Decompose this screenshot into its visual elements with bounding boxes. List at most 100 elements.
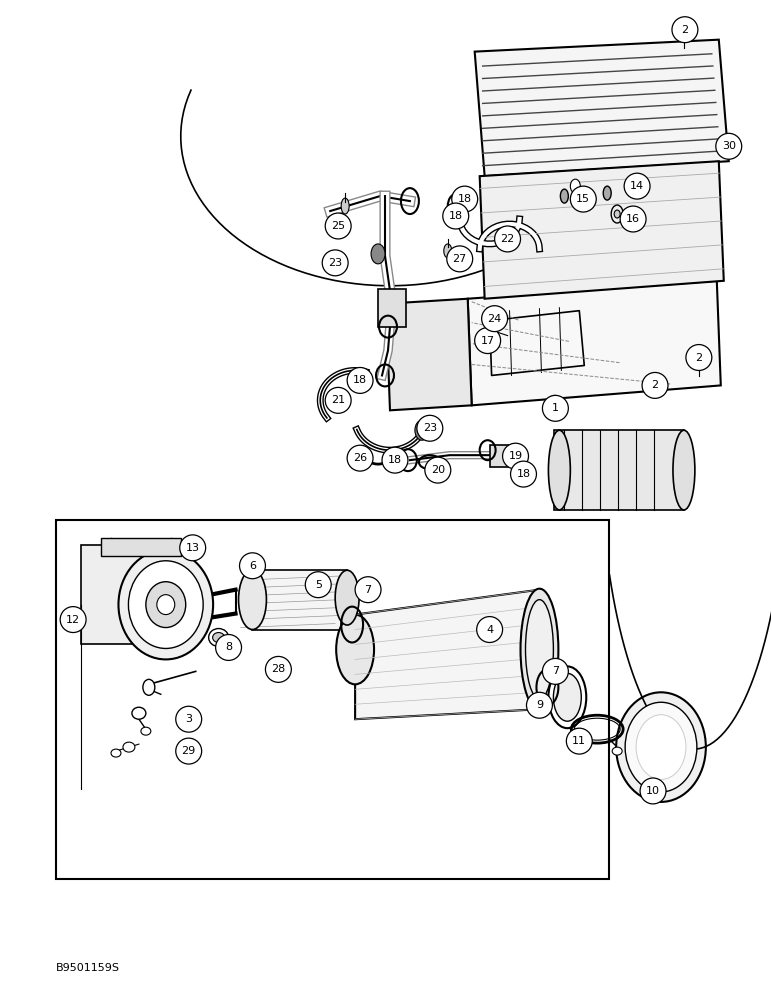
Ellipse shape (548, 430, 571, 510)
Bar (101, 538, 181, 556)
Text: 3: 3 (185, 714, 192, 724)
Circle shape (239, 553, 266, 579)
Text: 18: 18 (449, 211, 462, 221)
Text: 18: 18 (458, 194, 472, 204)
Text: 13: 13 (186, 543, 200, 553)
Circle shape (60, 607, 86, 633)
Circle shape (686, 345, 712, 370)
Circle shape (322, 250, 348, 276)
Circle shape (475, 328, 500, 354)
Polygon shape (475, 40, 729, 176)
Circle shape (447, 246, 472, 272)
Text: 10: 10 (646, 786, 660, 796)
Ellipse shape (143, 679, 155, 695)
Text: 26: 26 (353, 453, 367, 463)
Ellipse shape (208, 629, 229, 646)
Ellipse shape (554, 673, 581, 721)
Circle shape (620, 206, 646, 232)
Circle shape (266, 656, 291, 682)
Text: 24: 24 (487, 314, 502, 324)
Circle shape (716, 133, 742, 159)
Ellipse shape (636, 715, 686, 779)
Ellipse shape (239, 570, 266, 630)
Text: 18: 18 (388, 455, 402, 465)
Circle shape (180, 535, 205, 561)
Text: 25: 25 (331, 221, 345, 231)
Circle shape (482, 306, 507, 332)
Text: 8: 8 (225, 642, 232, 652)
Ellipse shape (141, 727, 151, 735)
Circle shape (543, 395, 568, 421)
Text: 5: 5 (315, 580, 322, 590)
Text: 9: 9 (536, 700, 543, 710)
Circle shape (624, 173, 650, 199)
Circle shape (543, 658, 568, 684)
Text: 7: 7 (552, 666, 559, 676)
Text: 28: 28 (271, 664, 286, 674)
Circle shape (642, 372, 668, 398)
Polygon shape (386, 299, 472, 410)
Circle shape (347, 367, 373, 393)
Ellipse shape (673, 430, 695, 510)
Ellipse shape (612, 747, 622, 755)
Bar (56, 520, 609, 879)
Ellipse shape (157, 595, 174, 615)
Circle shape (176, 706, 201, 732)
Text: 17: 17 (481, 336, 495, 346)
Circle shape (510, 461, 537, 487)
Ellipse shape (616, 692, 706, 802)
Text: 16: 16 (626, 214, 640, 224)
Bar (252, 570, 347, 630)
Ellipse shape (520, 589, 558, 710)
Ellipse shape (694, 354, 704, 367)
Circle shape (347, 445, 373, 471)
Ellipse shape (341, 198, 349, 214)
Ellipse shape (560, 189, 568, 203)
Text: 14: 14 (630, 181, 644, 191)
Ellipse shape (571, 179, 581, 193)
Ellipse shape (335, 570, 359, 625)
Text: 22: 22 (500, 234, 515, 244)
Text: 1: 1 (552, 403, 559, 413)
Bar (554, 430, 684, 510)
Circle shape (672, 17, 698, 43)
Circle shape (325, 213, 351, 239)
Circle shape (452, 186, 478, 212)
Circle shape (443, 203, 469, 229)
Ellipse shape (550, 395, 560, 405)
Text: 2: 2 (652, 380, 659, 390)
Circle shape (503, 443, 529, 469)
Text: 29: 29 (181, 746, 196, 756)
Text: 20: 20 (431, 465, 445, 475)
Ellipse shape (118, 550, 213, 659)
Ellipse shape (444, 244, 452, 258)
Ellipse shape (132, 707, 146, 719)
Ellipse shape (111, 749, 121, 757)
Circle shape (382, 447, 408, 473)
Circle shape (417, 415, 443, 441)
Circle shape (176, 738, 201, 764)
Ellipse shape (415, 420, 428, 440)
Circle shape (305, 572, 331, 598)
Text: 23: 23 (328, 258, 342, 268)
Circle shape (355, 577, 381, 603)
Polygon shape (355, 590, 540, 719)
Ellipse shape (123, 742, 135, 752)
Text: 18: 18 (353, 375, 367, 385)
Text: 2: 2 (696, 353, 703, 363)
Text: 7: 7 (364, 585, 371, 595)
Text: 2: 2 (682, 25, 689, 35)
Circle shape (640, 778, 666, 804)
Circle shape (495, 226, 520, 252)
Bar (489, 445, 517, 467)
Text: B9501159S: B9501159S (56, 963, 120, 973)
Circle shape (567, 728, 592, 754)
Circle shape (215, 635, 242, 660)
Bar (81, 545, 181, 644)
Circle shape (325, 387, 351, 413)
Polygon shape (479, 161, 724, 299)
Ellipse shape (625, 702, 697, 792)
Polygon shape (468, 281, 721, 405)
Text: 6: 6 (249, 561, 256, 571)
Ellipse shape (146, 582, 186, 628)
